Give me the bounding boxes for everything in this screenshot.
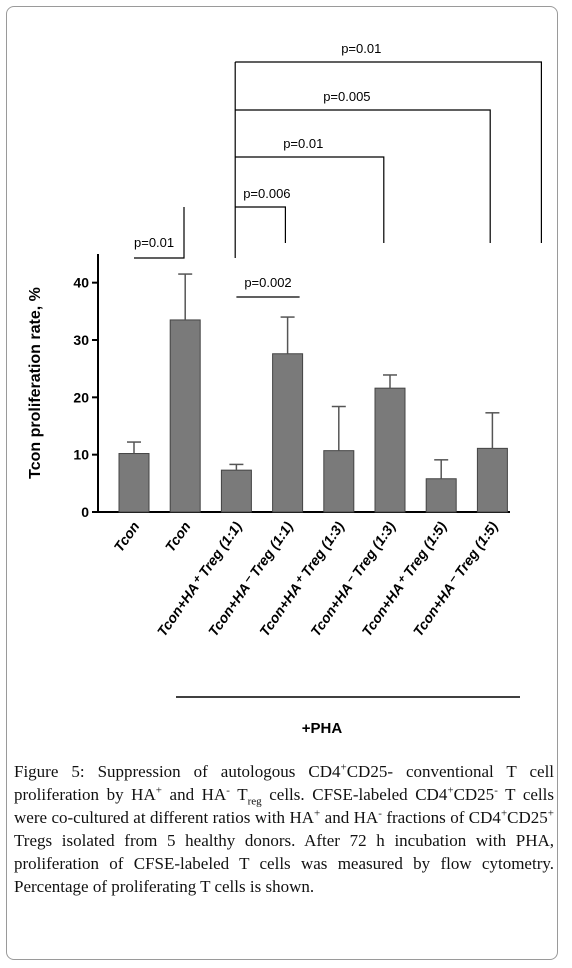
caption-sup: + [314,807,321,820]
significance-bracket [235,156,385,243]
caption-text: and HA [320,808,379,827]
caption-sup: + [447,784,454,797]
significance-label: p=0.01 [134,235,174,250]
bar [118,453,150,513]
caption-sup: - [494,784,498,797]
caption-text: T [229,785,248,804]
caption-sup: + [155,784,162,797]
significance-bracket [134,207,185,259]
bar [272,353,304,513]
bar [425,478,457,513]
bar [476,447,508,513]
chart-bars [118,273,508,513]
bar [374,387,406,513]
y-axis-label: Tcon proliferation rate, % [27,287,44,479]
y-tick-label: 0 [81,504,89,520]
caption-text: cells. CFSE-labeled CD4 [261,785,448,804]
caption-sup: + [500,807,508,820]
group-label: +PHA [302,720,343,737]
y-tick-label: 10 [73,447,89,463]
x-tick-label: Tcon [162,519,194,555]
x-tick-label: Tcon [110,519,142,555]
caption-text: and HA [161,785,227,804]
significance-label: p=0.002 [244,275,291,290]
significance-bracket [235,206,286,243]
caption-sub: reg [247,795,262,808]
caption-text: Suppression of autologous CD4 [84,762,341,781]
y-tick-label: 20 [73,389,89,405]
significance-label: p=0.005 [323,89,370,104]
caption-sup: + [547,807,554,820]
caption-sup: - [378,807,382,820]
significance-label: p=0.01 [341,41,381,56]
bar [220,469,252,513]
significance-label: p=0.006 [243,186,290,201]
significance-bracket [235,109,491,243]
caption-text: Tregs isolated from 5 healthy donors. Af… [14,831,554,896]
figure-caption: Figure 5: Suppression of autologous CD4+… [14,760,554,898]
caption-text: CD25 [453,785,495,804]
bar [323,450,355,513]
caption-sup: + [340,761,347,774]
caption-text: CD25 [507,808,548,827]
bar [169,319,201,513]
significance-brackets: p=0.01 p=0.006 p=0.01 p=0.005 p=0.01 p=0.002 [134,41,543,298]
caption-sup: - [226,784,230,797]
significance-bracket [235,61,543,243]
caption-text: T cells were co-cultured at different ra… [14,785,554,827]
figure-label: Figure 5: [14,762,85,781]
caption-text: CD25- conventional T cell proliferation … [14,762,555,804]
significance-label: p=0.01 [283,136,323,151]
y-tick-label: 40 [73,275,89,291]
y-tick-label: 30 [73,332,89,348]
caption-text: fractions of CD4 [381,808,501,827]
